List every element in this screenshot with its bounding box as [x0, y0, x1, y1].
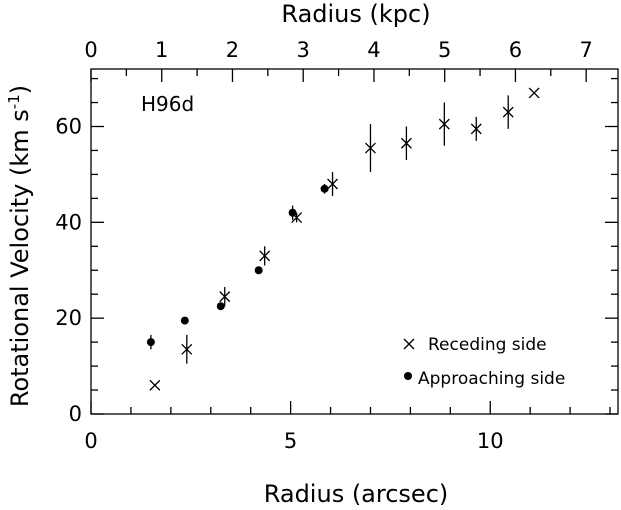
approaching-point: [180, 316, 189, 325]
x2-tick-label: 0: [84, 38, 97, 62]
receding-point: [149, 379, 161, 391]
legend-receding-label: Receding side: [428, 335, 547, 355]
x2-tick-label: 4: [367, 38, 380, 62]
receding-point: [219, 291, 231, 303]
panel-label: H96d: [141, 92, 194, 116]
y-axis-title: Rotational Velocity (km s-1): [5, 85, 34, 407]
x-axis-ticks: 0 5 10: [84, 401, 611, 453]
x2-axis-ticks: 0 1 2 3 4 5 6 7: [84, 38, 593, 82]
receding-point: [181, 343, 193, 355]
x2-axis-title: Radius (kpc): [281, 0, 430, 28]
receding-point: [327, 178, 339, 190]
legend-receding-marker: [403, 338, 415, 350]
approaching-point: [320, 184, 329, 193]
receding-point: [438, 118, 450, 130]
y-axis-title-main: Rotational Velocity (km s: [6, 109, 34, 407]
x2-tick-label: 7: [579, 38, 592, 62]
x-tick-label: 5: [284, 429, 297, 453]
y-axis-title-close: ): [6, 85, 34, 94]
receding-point: [470, 123, 482, 135]
receding-point: [502, 106, 514, 118]
receding-point: [400, 137, 412, 149]
approaching-point: [146, 338, 155, 347]
y-axis-ticks: 0 20 40 60: [55, 77, 618, 426]
y-tick-label: 20: [55, 306, 82, 330]
y-axis-title-superscript: -1: [5, 94, 23, 109]
x2-tick-label: 1: [155, 38, 168, 62]
x2-tick-label: 5: [438, 38, 451, 62]
x-tick-label: 0: [84, 429, 97, 453]
plot-frame: [90, 68, 619, 415]
y-tick-label: 60: [55, 115, 82, 139]
x-axis-title: Radius (arcsec): [264, 480, 449, 508]
approaching-point: [216, 302, 225, 311]
receding-point: [528, 87, 540, 99]
y-tick-label: 40: [55, 210, 82, 234]
legend-approaching-label: Approaching side: [418, 369, 565, 389]
x2-tick-label: 2: [226, 38, 239, 62]
x-tick-label: 10: [477, 429, 504, 453]
legend: Receding side Approaching side: [403, 335, 565, 389]
x2-tick-label: 3: [297, 38, 310, 62]
x2-tick-label: 6: [509, 38, 522, 62]
approaching-point: [254, 266, 263, 275]
receding-point: [365, 142, 376, 154]
legend-approaching-marker: [404, 372, 412, 380]
approaching-point: [288, 208, 297, 217]
data-marks: [146, 87, 540, 391]
receding-point: [259, 250, 271, 262]
y-tick-label: 0: [69, 402, 82, 426]
